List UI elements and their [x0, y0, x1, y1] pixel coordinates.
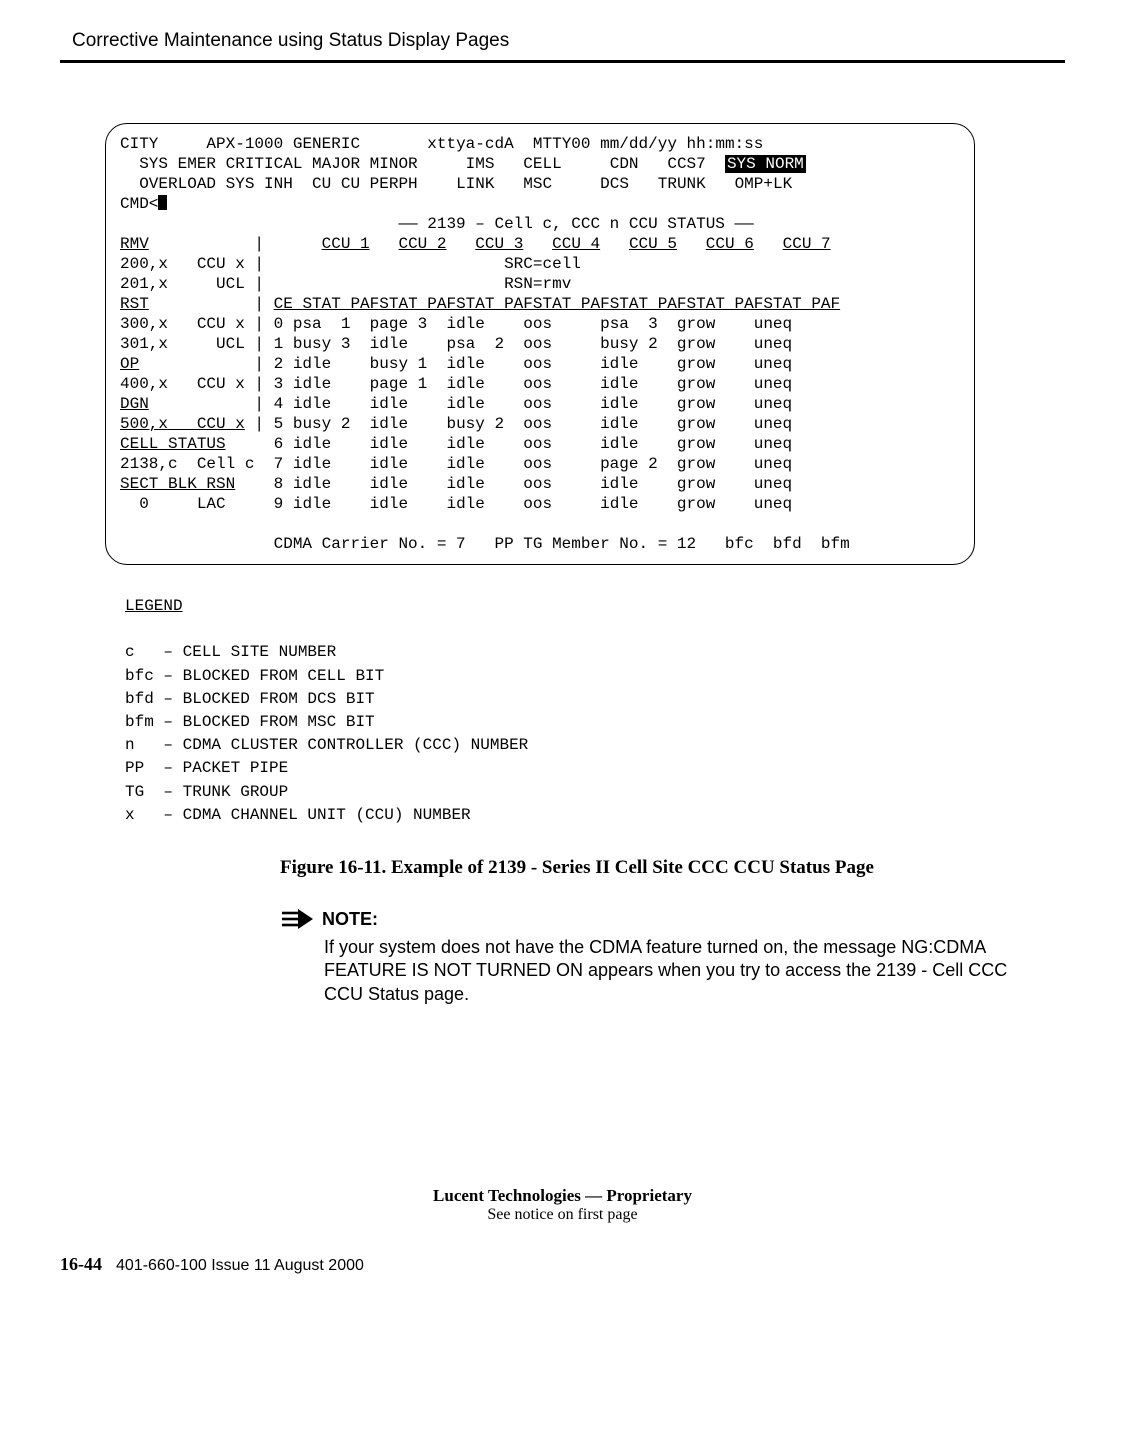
term-cmd: CMD< — [120, 195, 158, 213]
row5: 5 busy 2 idle busy 2 oos idle grow uneq — [274, 415, 792, 433]
row0: 0 psa 1 page 3 idle oos psa 3 grow uneq — [274, 315, 792, 333]
l500: 500,x CCU x — [120, 415, 245, 433]
rmv-label: RMV — [120, 235, 149, 253]
ccu1-header: CCU 1 — [322, 235, 370, 253]
footer-proprietary: Lucent Technologies — Proprietary — [60, 1186, 1065, 1206]
row8: 8 idle idle idle oos idle grow uneq — [274, 475, 792, 493]
note-label: NOTE: — [322, 909, 378, 930]
legend-tg: TG – TRUNK GROUP — [125, 783, 288, 801]
footer-notice: See notice on first page — [60, 1206, 1065, 1224]
l200: 200,x CCU x — [120, 255, 245, 273]
row7: 7 idle idle idle oos page 2 grow uneq — [274, 455, 792, 473]
term-mtty: MTTY00 mm/dd/yy — [533, 135, 677, 153]
legend-pp: PP – PACKET PIPE — [125, 759, 288, 777]
note-body: If your system does not have the CDMA fe… — [324, 936, 1025, 1006]
l300: 300,x CCU x — [120, 315, 245, 333]
term-omplk: OMP+LK — [735, 175, 793, 193]
legend-title: LEGEND — [125, 597, 183, 615]
rsn-label: RSN=rmv — [504, 275, 571, 293]
term-xttya: xttya-cdA — [427, 135, 513, 153]
legend-bfc: bfc – BLOCKED FROM CELL BIT — [125, 667, 384, 685]
cursor-icon — [158, 195, 167, 210]
legend-c: c – CELL SITE NUMBER — [125, 643, 336, 661]
note-arrow-icon — [280, 909, 314, 934]
legend-n: n – CDMA CLUSTER CONTROLLER (CCC) NUMBER — [125, 736, 528, 754]
term-alarm-row: SYS EMER CRITICAL MAJOR MINOR — [139, 155, 417, 173]
term-ccs7: CCS7 — [667, 155, 705, 173]
page-number: 16-44 — [60, 1254, 116, 1274]
l2138: 2138,c Cell c — [120, 455, 254, 473]
ccu4-header: CCU 4 — [552, 235, 600, 253]
ccu3-header: CCU 3 — [475, 235, 523, 253]
row6: 6 idle idle idle oos idle grow uneq — [274, 435, 792, 453]
dgn-label: DGN — [120, 395, 149, 413]
sectblk-label: SECT BLK RSN — [120, 475, 235, 493]
op-label: OP — [120, 355, 139, 373]
col-headers: CE STAT PAFSTAT PAFSTAT PAFSTAT PAFSTAT … — [274, 295, 841, 313]
row1: 1 busy 3 idle psa 2 oos busy 2 grow uneq — [274, 335, 792, 353]
term-link: LINK — [456, 175, 494, 193]
l301: 301,x UCL — [120, 335, 245, 353]
term-cdn: CDN — [610, 155, 639, 173]
term-dcs: DCS — [600, 175, 629, 193]
bottom-line: CDMA Carrier No. = 7 PP TG Member No. = … — [274, 535, 850, 553]
note-block: NOTE: If your system does not have the C… — [280, 909, 1025, 1006]
term-city: CITY — [120, 135, 158, 153]
header-rule — [60, 60, 1065, 63]
legend-bfd: bfd – BLOCKED FROM DCS BIT — [125, 690, 375, 708]
row4: 4 idle idle idle oos idle grow uneq — [274, 395, 792, 413]
row9: 9 idle idle idle oos idle grow uneq — [274, 495, 792, 513]
term-ims: IMS — [466, 155, 495, 173]
term-cell: CELL — [523, 155, 561, 173]
footer-center: Lucent Technologies — Proprietary See no… — [60, 1186, 1065, 1224]
ccu5-header: CCU 5 — [629, 235, 677, 253]
term-apx: APX-1000 GENERIC — [206, 135, 360, 153]
cellstatus-label: CELL STATUS — [120, 435, 226, 453]
ccu6-header: CCU 6 — [706, 235, 754, 253]
row3: 3 idle page 1 idle oos idle grow uneq — [274, 375, 792, 393]
term-overload: OVERLOAD SYS INH CU CU PERPH — [139, 175, 417, 193]
page-header-title: Corrective Maintenance using Status Disp… — [60, 30, 1065, 52]
lac-label: 0 LAC — [120, 495, 226, 513]
term-time: hh:mm:ss — [687, 135, 764, 153]
terminal-screen: CITY APX-1000 GENERIC xttya-cdA MTTY00 m… — [105, 123, 975, 565]
ccu2-header: CCU 2 — [398, 235, 446, 253]
term-msc: MSC — [523, 175, 552, 193]
legend-bfm: bfm – BLOCKED FROM MSC BIT — [125, 713, 375, 731]
l400: 400,x CCU x — [120, 375, 245, 393]
legend-x: x – CDMA CHANNEL UNIT (CCU) NUMBER — [125, 806, 471, 824]
sys-norm-badge: SYS NORM — [725, 155, 806, 173]
ccu7-header: CCU 7 — [783, 235, 831, 253]
l201: 201,x UCL — [120, 275, 245, 293]
figure-caption: Figure 16-11. Example of 2139 - Series I… — [280, 857, 1065, 879]
row2: 2 idle busy 1 idle oos idle grow uneq — [274, 355, 792, 373]
src-label: SRC=cell — [504, 255, 581, 273]
doc-id: 401-660-100 Issue 11 August 2000 — [116, 1257, 364, 1274]
page-footer: 16-44401-660-100 Issue 11 August 2000 — [60, 1254, 1065, 1275]
term-banner: 2139 – Cell c, CCC n CCU STATUS — [427, 215, 725, 233]
legend-block: LEGEND c – CELL SITE NUMBER bfc – BLOCKE… — [125, 595, 1065, 827]
term-trunk: TRUNK — [658, 175, 706, 193]
rst-label: RST — [120, 295, 149, 313]
